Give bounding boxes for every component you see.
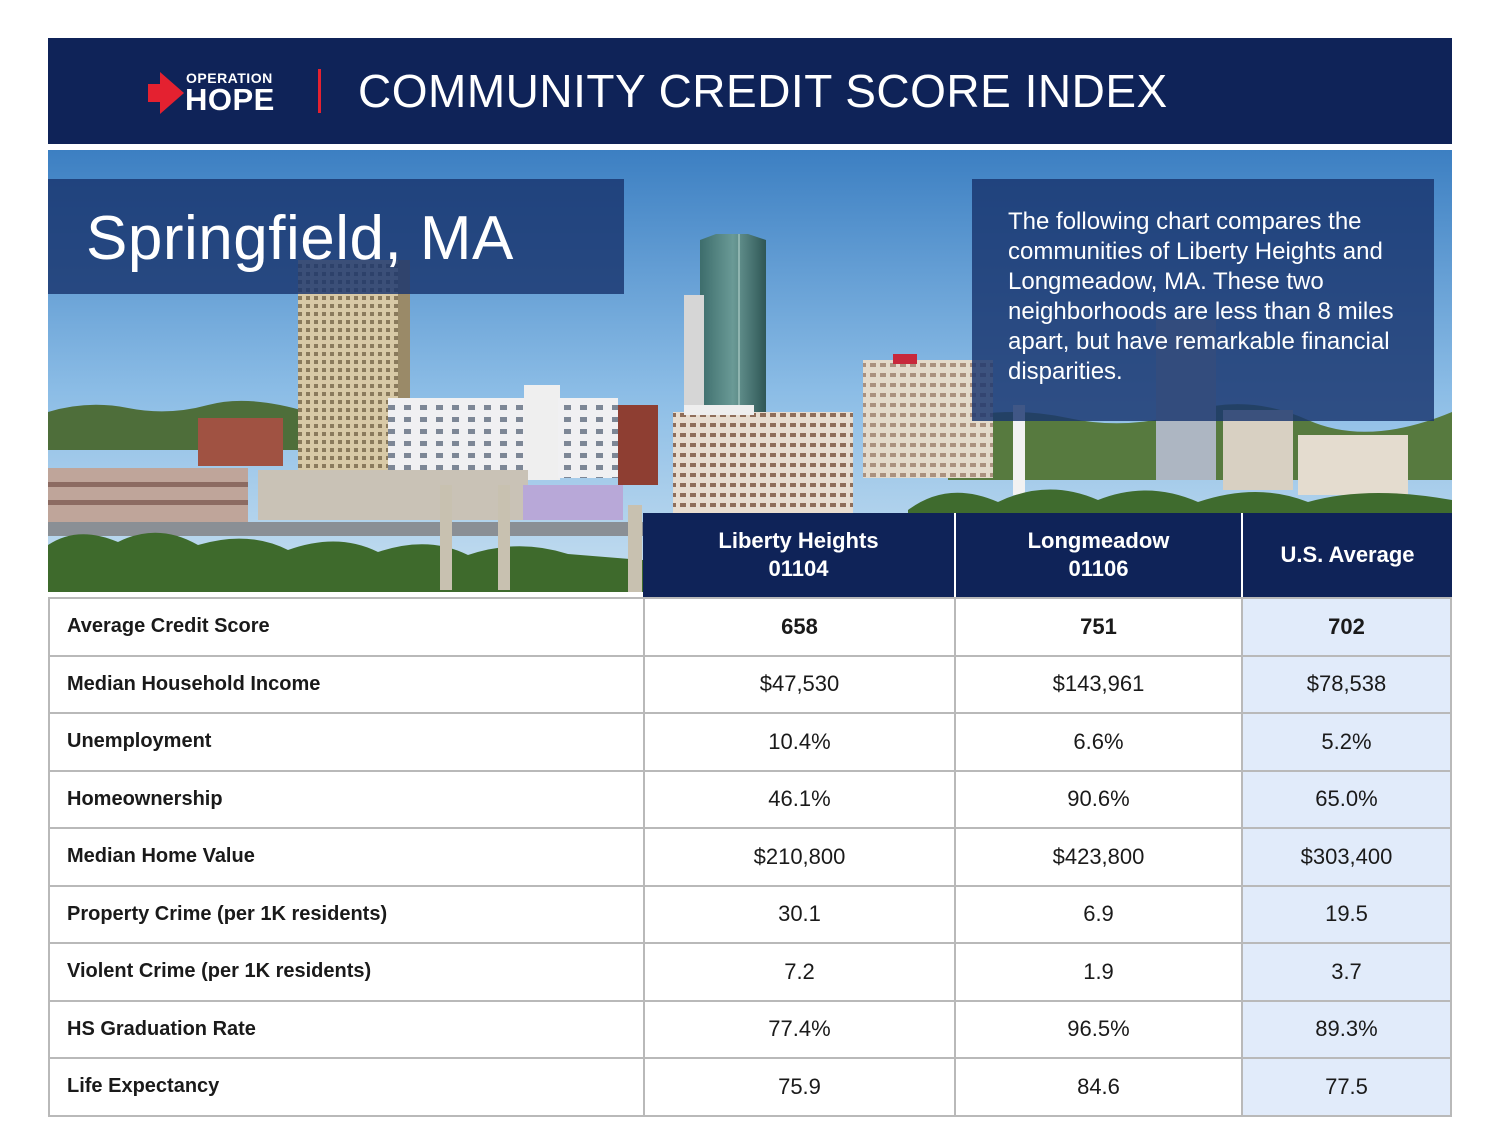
row-label: Life Expectancy	[48, 1059, 643, 1115]
cell-longmeadow: 6.9	[954, 886, 1241, 942]
cell-liberty-heights: $47,530	[643, 656, 954, 712]
row-label: Violent Crime (per 1K residents)	[48, 944, 643, 1000]
column-zip: 01104	[768, 556, 829, 581]
cell-liberty-heights: 10.4%	[643, 714, 954, 770]
cell-us-average: $78,538	[1241, 656, 1452, 712]
table-column-headers: Liberty Heights 01104 Longmeadow 01106 U…	[643, 513, 1452, 597]
cell-longmeadow: 751	[954, 599, 1241, 655]
cell-longmeadow: 84.6	[954, 1059, 1241, 1115]
table-row: Violent Crime (per 1K residents) 7.2 1.9…	[48, 944, 1452, 1002]
row-label: Median Home Value	[48, 829, 643, 885]
table-row: Median Household Income $47,530 $143,961…	[48, 656, 1452, 714]
cell-longmeadow: 6.6%	[954, 714, 1241, 770]
table-row: Homeownership 46.1% 90.6% 65.0%	[48, 771, 1452, 829]
description-text: The following chart compares the communi…	[1008, 208, 1394, 385]
table-row: Median Home Value $210,800 $423,800 $303…	[48, 829, 1452, 887]
cell-us-average: 77.5	[1241, 1059, 1452, 1115]
header-divider	[318, 69, 321, 113]
cell-us-average: 5.2%	[1241, 714, 1452, 770]
cell-us-average: 89.3%	[1241, 1001, 1452, 1057]
row-label: Property Crime (per 1K residents)	[48, 886, 643, 942]
column-name: Longmeadow	[1027, 528, 1170, 553]
cell-us-average: $303,400	[1241, 829, 1452, 885]
column-name: U.S. Average	[1280, 542, 1415, 567]
logo-text-bottom: HOPE	[185, 82, 275, 117]
table-row: Average Credit Score 658 751 702	[48, 599, 1452, 657]
table-row: Unemployment 10.4% 6.6% 5.2%	[48, 714, 1452, 772]
cell-liberty-heights: 658	[643, 599, 954, 655]
row-label: Average Credit Score	[48, 599, 643, 655]
column-header-longmeadow: Longmeadow 01106	[954, 513, 1241, 597]
column-zip: 01106	[1068, 556, 1129, 581]
cell-longmeadow: 90.6%	[954, 771, 1241, 827]
column-header-liberty-heights: Liberty Heights 01104	[643, 513, 954, 597]
column-name: Liberty Heights	[718, 528, 879, 553]
page-title: COMMUNITY CREDIT SCORE INDEX	[358, 65, 1168, 117]
operation-hope-logo: OPERATION HOPE	[148, 68, 293, 118]
cell-us-average: 19.5	[1241, 886, 1452, 942]
cell-longmeadow: $143,961	[954, 656, 1241, 712]
cell-liberty-heights: 75.9	[643, 1059, 954, 1115]
table-row: Life Expectancy 75.9 84.6 77.5	[48, 1059, 1452, 1117]
cell-liberty-heights: 77.4%	[643, 1001, 954, 1057]
row-label: HS Graduation Rate	[48, 1001, 643, 1057]
table-row: HS Graduation Rate 77.4% 96.5% 89.3%	[48, 1001, 1452, 1059]
header-bar: OPERATION HOPE COMMUNITY CREDIT SCORE IN…	[48, 38, 1452, 144]
column-header-us-average: U.S. Average	[1241, 513, 1452, 597]
city-name: Springfield, MA	[86, 204, 514, 273]
cell-us-average: 702	[1241, 599, 1452, 655]
description-panel: The following chart compares the communi…	[972, 179, 1434, 421]
cell-liberty-heights: $210,800	[643, 829, 954, 885]
row-label: Unemployment	[48, 714, 643, 770]
row-label: Median Household Income	[48, 656, 643, 712]
cell-longmeadow: 1.9	[954, 944, 1241, 1000]
cell-us-average: 3.7	[1241, 944, 1452, 1000]
logo-text-top: OPERATION	[186, 70, 273, 86]
comparison-table: Average Credit Score 658 751 702 Median …	[48, 597, 1452, 1117]
cell-us-average: 65.0%	[1241, 771, 1452, 827]
cell-longmeadow: 96.5%	[954, 1001, 1241, 1057]
cell-longmeadow: $423,800	[954, 829, 1241, 885]
row-label: Homeownership	[48, 771, 643, 827]
cell-liberty-heights: 7.2	[643, 944, 954, 1000]
logo-arrow-icon	[148, 72, 184, 114]
table-row: Property Crime (per 1K residents) 30.1 6…	[48, 886, 1452, 944]
cell-liberty-heights: 46.1%	[643, 771, 954, 827]
city-title-panel: Springfield, MA	[48, 179, 624, 294]
cell-liberty-heights: 30.1	[643, 886, 954, 942]
